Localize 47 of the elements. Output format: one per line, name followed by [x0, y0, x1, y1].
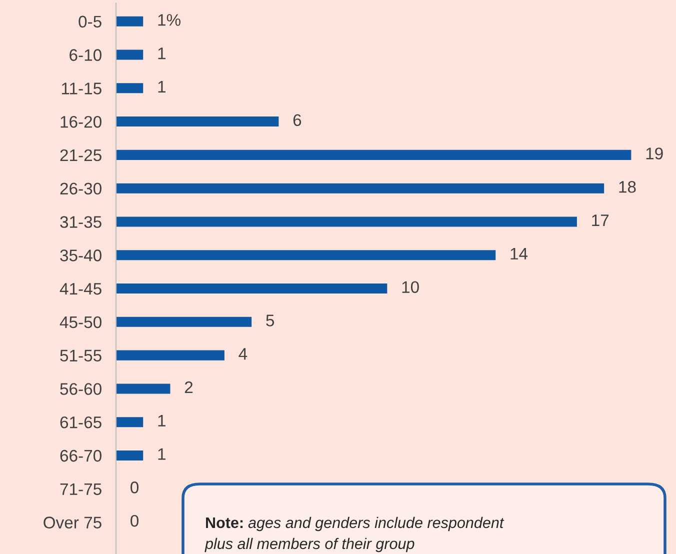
data-label: 19	[646, 148, 663, 160]
bar	[116, 116, 279, 127]
data-label: 1	[158, 414, 166, 426]
bar	[116, 183, 604, 194]
y-tick-label: 66-70	[60, 450, 102, 462]
y-tick-label: 16-20	[60, 116, 102, 128]
bar	[116, 284, 388, 294]
y-tick-label: 0-5	[78, 16, 102, 28]
data-label: 4	[238, 348, 248, 360]
data-label: 1%	[158, 14, 180, 26]
data-label: 17	[592, 214, 609, 226]
annotation: Note: ages and genders include respondent plus all members of their group	[204, 516, 504, 552]
y-tick-label: 31-35	[60, 216, 102, 228]
data-label: 1	[158, 48, 166, 60]
y-tick-label: 6-10	[70, 49, 102, 61]
data-label: 6	[293, 114, 302, 126]
data-label: 0	[130, 482, 139, 494]
bar	[116, 50, 144, 60]
y-tick-label: 45-50	[60, 316, 102, 328]
y-tick-label: 56-60	[60, 383, 102, 395]
y-tick-label: 51-55	[60, 350, 102, 362]
y-tick-label: 26-30	[60, 182, 102, 195]
data-label: 0	[130, 514, 139, 527]
y-tick-label: 35-40	[60, 250, 102, 262]
y-tick-label: 21-25	[60, 149, 102, 162]
bar	[116, 384, 170, 394]
data-label: 2	[184, 381, 193, 394]
bar	[116, 150, 632, 160]
data-label: 5	[266, 314, 274, 326]
bar	[116, 250, 496, 260]
y-tick-label: 41-45	[60, 283, 102, 295]
data-label: 1	[158, 81, 166, 92]
y-tick-label: 11-15	[62, 82, 102, 94]
bar	[116, 83, 144, 94]
bar	[116, 450, 144, 460]
bar	[116, 417, 144, 428]
bar	[116, 316, 252, 327]
bar	[116, 350, 224, 360]
data-label: 18	[619, 181, 636, 193]
bar	[116, 216, 577, 227]
y-tick-label: Over 75	[44, 516, 102, 528]
data-label: 10	[402, 281, 419, 293]
y-tick-label: 71-75	[60, 483, 102, 496]
bar	[116, 16, 144, 26]
data-label: 14	[510, 248, 528, 260]
y-tick-label: 61-65	[60, 416, 102, 428]
data-label: 1	[158, 448, 166, 460]
